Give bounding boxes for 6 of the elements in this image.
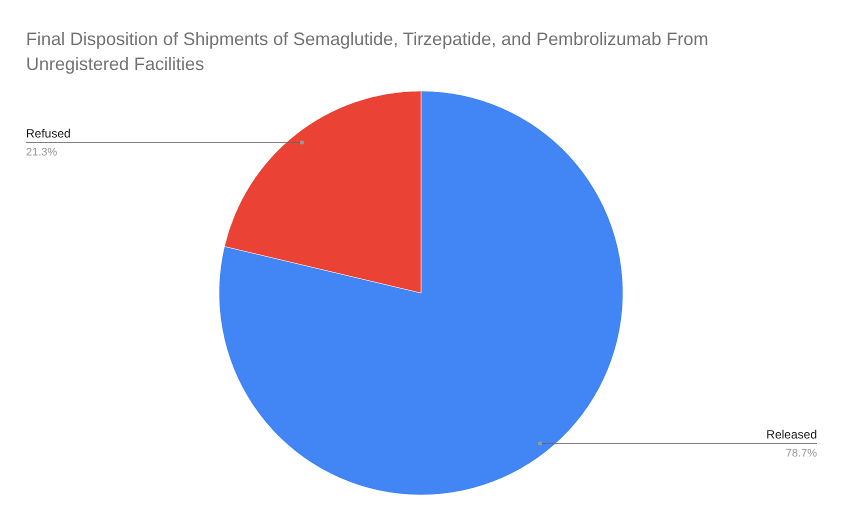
chart-title: Final Disposition of Shipments of Semaglutide, Tirzepatide, and Pembrolizumab From Unregistered Facilities [26, 29, 708, 74]
data-label: 21.3% [26, 146, 58, 158]
data-label: 78.7% [786, 448, 818, 460]
slice-label: Released [766, 428, 817, 442]
slice-label: Refused [26, 126, 71, 140]
pie-slice [218, 90, 624, 496]
